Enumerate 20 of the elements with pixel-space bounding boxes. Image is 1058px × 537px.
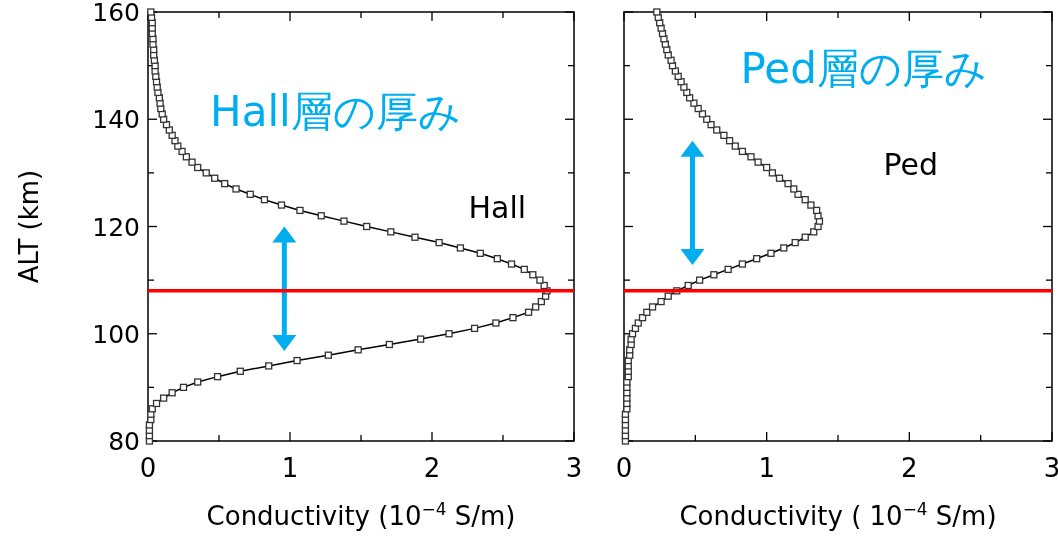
x-tick-label: 3 (565, 453, 583, 483)
x-tick-label: 0 (615, 453, 633, 483)
x-tick-label: 1 (758, 453, 775, 483)
y-tick-label: 140 (92, 105, 140, 135)
x-tick-label: 1 (281, 453, 299, 483)
text: Ped (883, 147, 939, 183)
x-axis-title: Conductivity (10$^{−4}$ S/m) (206, 499, 516, 531)
x-tick-label: 3 (1043, 453, 1058, 483)
y-tick-label: 120 (92, 212, 140, 242)
legend-label: Hall (468, 189, 527, 225)
x-tick-label: 2 (423, 453, 441, 483)
x-tick-label: 2 (901, 453, 918, 483)
y-tick-label: 80 (108, 427, 140, 456)
annotation: Hall層の厚み (210, 86, 461, 136)
annotation: Ped層の厚み (740, 43, 987, 93)
x-tick-label: 0 (139, 453, 157, 483)
x-axis-title: Conductivity ( 10$^{−4}$ S/m) (679, 499, 997, 531)
y-axis-title: ALT (km) (14, 169, 44, 284)
y-tick-label: 100 (92, 319, 140, 349)
y-tick-label: 160 (92, 0, 140, 27)
